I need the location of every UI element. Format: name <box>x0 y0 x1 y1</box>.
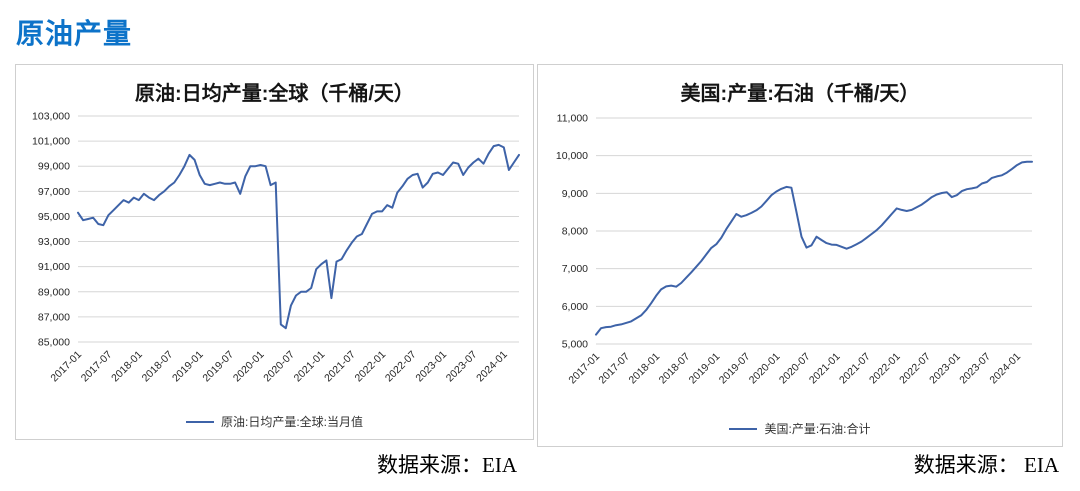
x-tick-label: 2021-01 <box>807 351 843 387</box>
y-tick-label: 11,000 <box>557 113 588 125</box>
y-tick-label: 7,000 <box>562 263 588 275</box>
x-tick-label: 2019-01 <box>170 349 206 385</box>
y-tick-label: 87,000 <box>38 311 70 323</box>
y-tick-label: 91,000 <box>38 261 70 273</box>
legend-global: 原油:日均产量:全球:当月值 <box>16 413 533 430</box>
legend-line-icon <box>185 420 214 423</box>
chart-line <box>595 160 1033 336</box>
x-tick-label: 2023-07 <box>444 349 480 385</box>
x-tick-label: 2018-01 <box>109 349 145 385</box>
x-tick-label: 2021-07 <box>322 349 358 385</box>
y-tick-label: 8,000 <box>562 226 588 238</box>
y-tick-label: 85,000 <box>38 337 70 349</box>
x-tick-label: 2023-01 <box>927 351 963 387</box>
us-production-chart-panel: 美国:产量:石油（千桶/天） 5,000 6,000 7,000 8,000 9,000… <box>537 64 1063 447</box>
x-tick-label: 2018-07 <box>140 349 176 385</box>
y-tick-label: 99,000 <box>38 161 70 173</box>
global-production-line-chart: 85,000 87,000 89,000 91,000 93,000 95,000 97,0… <box>32 111 520 385</box>
legend-us: 美国:产量:石油:合计 <box>538 420 1062 437</box>
x-tick-label: 2021-07 <box>837 351 873 387</box>
y-tick-label: 9,000 <box>562 188 588 200</box>
x-tick-label: 2021-01 <box>292 349 328 385</box>
x-tick-label: 2017-07 <box>596 351 632 387</box>
y-tick-label: 95,000 <box>38 211 70 223</box>
data-source-right: 数据来源： EIA <box>913 453 1059 477</box>
x-tick-label: 2023-01 <box>413 349 449 385</box>
x-tick-label: 2017-01 <box>48 349 84 385</box>
legend-label-us: 美国:产量:石油:合计 <box>764 422 871 436</box>
y-tick-label: 93,000 <box>38 236 70 248</box>
x-tick-label: 2017-01 <box>566 351 602 387</box>
x-tick-label: 2018-07 <box>657 351 693 387</box>
data-source-left: 数据来源：EIA <box>377 453 517 477</box>
y-tick-label: 10,000 <box>556 150 588 162</box>
global-production-chart-panel: 原油:日均产量:全球（千桶/天） 85,000 87,000 89,000 91,00… <box>15 64 534 440</box>
page-title: 原油产量 <box>16 18 133 49</box>
x-tick-label: 2024-01 <box>474 349 510 385</box>
x-tick-label: 2023-07 <box>957 351 993 387</box>
x-tick-label: 2019-01 <box>687 351 723 387</box>
x-tick-label: 2019-07 <box>200 349 236 385</box>
y-tick-label: 5,000 <box>562 339 588 351</box>
y-tick-label: 89,000 <box>38 286 70 298</box>
y-tick-label: 101,000 <box>32 136 70 148</box>
chart-line <box>77 143 520 330</box>
x-tick-label: 2017-07 <box>79 349 115 385</box>
legend-label-global: 原油:日均产量:全球:当月值 <box>220 415 363 429</box>
us-production-line-chart: 5,000 6,000 7,000 8,000 9,000 10,000 11,000 201… <box>556 113 1033 387</box>
x-tick-label: 2024-01 <box>987 351 1023 387</box>
x-tick-label: 2020-01 <box>231 349 267 385</box>
y-tick-label: 6,000 <box>562 301 588 313</box>
chart-title-global: 原油:日均产量:全球（千桶/天） <box>135 83 414 105</box>
x-tick-label: 2020-07 <box>261 349 297 385</box>
x-tick-label: 2022-01 <box>867 351 903 387</box>
x-tick-label: 2020-01 <box>747 351 783 387</box>
x-tick-label: 2022-07 <box>383 349 419 385</box>
x-tick-label: 2018-01 <box>627 351 663 387</box>
legend-line-icon <box>729 427 758 430</box>
x-tick-label: 2022-01 <box>353 349 389 385</box>
x-tick-label: 2020-07 <box>777 351 813 387</box>
y-tick-label: 103,000 <box>32 111 70 123</box>
y-tick-label: 97,000 <box>38 186 70 198</box>
x-tick-label: 2022-07 <box>897 351 933 387</box>
chart-title-us: 美国:产量:石油（千桶/天） <box>680 83 920 105</box>
x-tick-label: 2019-07 <box>717 351 753 387</box>
